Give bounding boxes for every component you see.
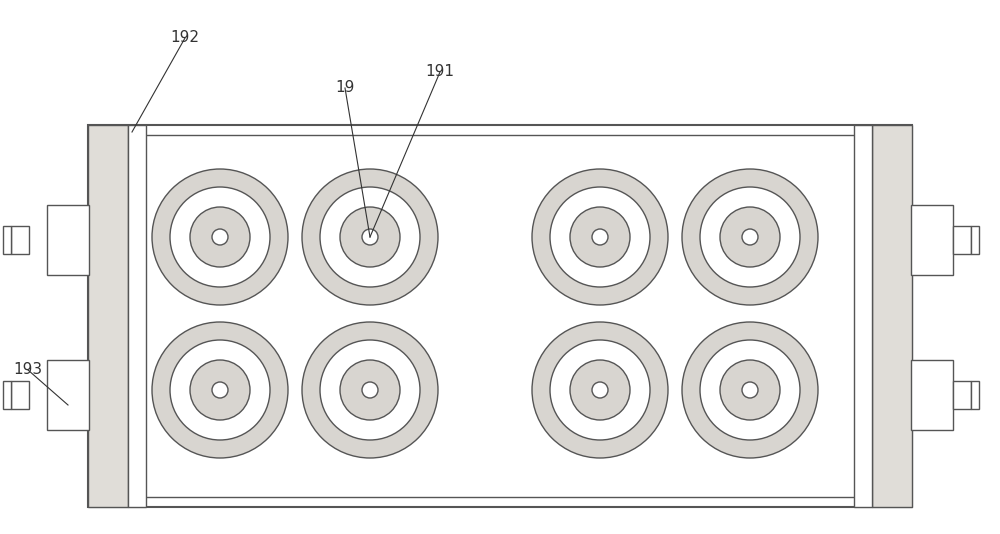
Text: 19: 19 [335, 81, 355, 96]
Circle shape [700, 187, 800, 287]
Circle shape [340, 207, 400, 267]
Circle shape [682, 322, 818, 458]
Text: 192: 192 [170, 30, 200, 45]
Bar [872, 125, 912, 507]
Bar [128, 125, 146, 507]
Bar [47, 360, 89, 430]
Circle shape [362, 229, 378, 245]
Bar [11, 381, 29, 409]
Circle shape [170, 187, 270, 287]
Circle shape [682, 169, 818, 305]
Circle shape [190, 207, 250, 267]
Bar [98, 135, 902, 497]
Circle shape [212, 229, 228, 245]
Bar [88, 125, 128, 507]
Bar [911, 205, 953, 275]
Bar [47, 205, 89, 275]
Circle shape [742, 229, 758, 245]
Circle shape [190, 360, 250, 420]
Circle shape [320, 340, 420, 440]
Circle shape [570, 207, 630, 267]
Bar [911, 360, 953, 430]
Bar [854, 125, 872, 507]
Circle shape [152, 322, 288, 458]
Circle shape [212, 382, 228, 398]
Circle shape [592, 229, 608, 245]
Text: 191: 191 [426, 65, 454, 80]
Circle shape [742, 382, 758, 398]
Circle shape [302, 322, 438, 458]
Circle shape [550, 187, 650, 287]
Bar [953, 381, 971, 409]
Circle shape [720, 360, 780, 420]
Circle shape [170, 340, 270, 440]
Text: 193: 193 [13, 363, 43, 378]
Circle shape [362, 382, 378, 398]
Circle shape [302, 169, 438, 305]
Bar [953, 226, 971, 254]
Circle shape [720, 207, 780, 267]
Circle shape [532, 322, 668, 458]
Bar [88, 125, 912, 507]
Circle shape [152, 169, 288, 305]
Circle shape [592, 382, 608, 398]
Bar [11, 226, 29, 254]
Circle shape [570, 360, 630, 420]
Bar [971, 226, 979, 254]
Circle shape [320, 187, 420, 287]
Circle shape [550, 340, 650, 440]
Circle shape [700, 340, 800, 440]
Bar [3, 381, 11, 409]
Circle shape [340, 360, 400, 420]
Bar [3, 226, 11, 254]
Circle shape [532, 169, 668, 305]
Bar [971, 381, 979, 409]
